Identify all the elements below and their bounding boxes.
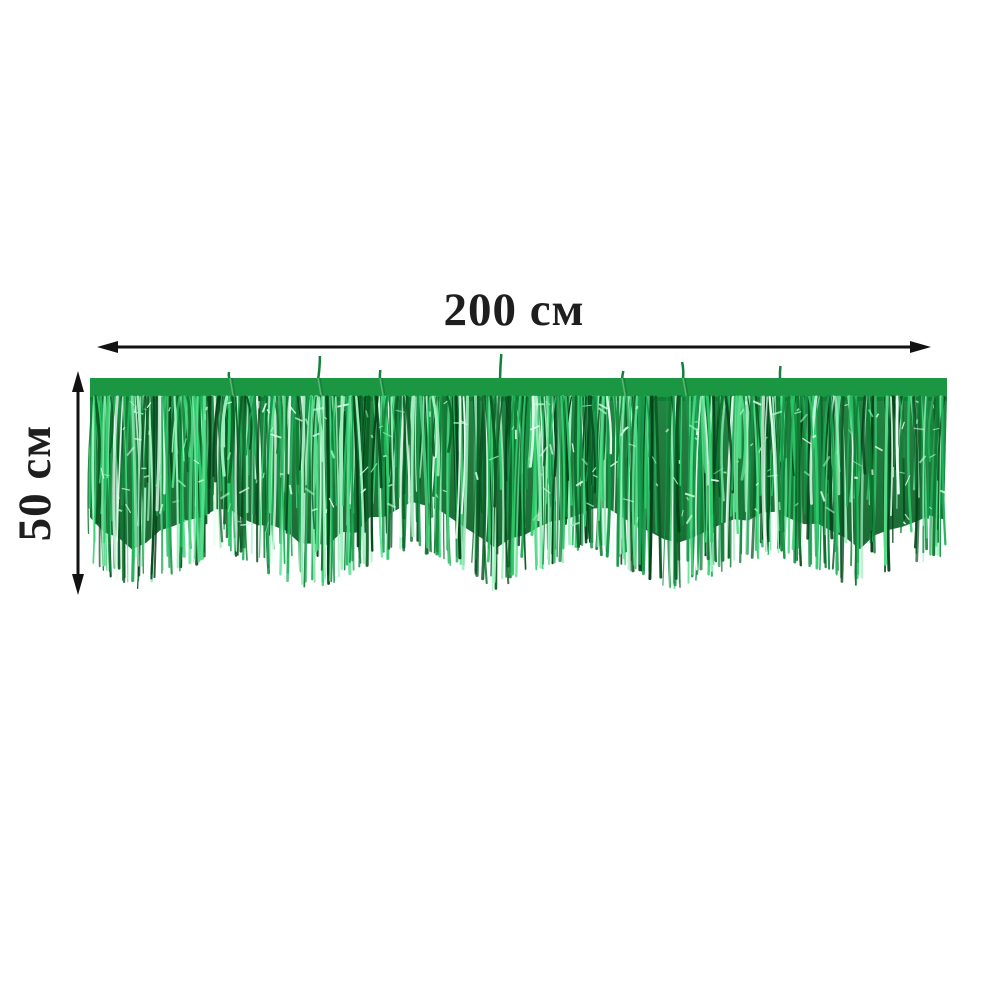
width-arrow-right-head-icon [910,341,931,353]
width-dimension-arrow [97,341,931,353]
height-arrow-bottom-head-icon [72,574,84,595]
width-arrow-left-head-icon [97,341,118,353]
height-arrow-top-head-icon [72,371,84,392]
width-dimension-label: 200 см [443,284,585,336]
height-dimension-arrow [72,371,84,595]
